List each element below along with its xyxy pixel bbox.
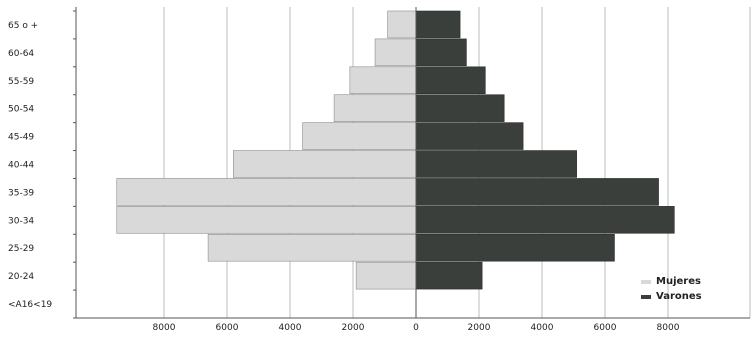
bar-mujeres-45-49 — [302, 122, 417, 150]
legend-label-mujeres: Mujeres — [656, 276, 701, 287]
x-tick-label-6: 4000 — [531, 323, 554, 333]
legend-swatch-varones — [641, 295, 651, 299]
bar-varones-45-49 — [415, 122, 524, 150]
bar-mujeres-40-44 — [233, 150, 417, 178]
bar-varones-60-64 — [415, 38, 467, 67]
tick-labels: 8000 6000 4000 2000 0 2000 4000 6000 8000 65 o + 6… — [8, 21, 680, 333]
legend-swatch-mujeres — [641, 280, 651, 284]
y-tick-label-3: 50-54 — [8, 105, 34, 115]
x-tick-label-5: 2000 — [468, 323, 491, 333]
bar-varones-35-39 — [415, 178, 659, 206]
bar-mujeres-30-34 — [116, 206, 417, 234]
bar-varones-50-54 — [415, 94, 505, 122]
x-tick-label-0: 8000 — [153, 323, 176, 333]
x-tick-label-7: 6000 — [594, 323, 617, 333]
bar-varones-55-59 — [415, 66, 486, 95]
bar-mujeres-65 o + — [387, 10, 417, 39]
y-tick-label-8: 25-29 — [8, 244, 34, 254]
bar-varones-40-44 — [415, 150, 577, 178]
y-tick-label-9: 20-24 — [8, 272, 34, 282]
y-tick-label-6: 35-39 — [8, 188, 34, 198]
y-tick-label-5: 40-44 — [8, 161, 34, 171]
y-tick-label-2: 55-59 — [8, 77, 34, 87]
x-tick-label-1: 6000 — [216, 323, 239, 333]
bars — [116, 10, 675, 290]
y-tick-label-4: 45-49 — [8, 133, 34, 143]
bar-mujeres-25-29 — [207, 233, 417, 262]
bar-varones-30-34 — [415, 206, 675, 234]
legend: Mujeres Varones — [641, 276, 702, 302]
bar-mujeres-35-39 — [116, 178, 417, 206]
bar-varones-65 o + — [415, 10, 461, 39]
bar-varones-20-24 — [415, 261, 483, 290]
legend-label-varones: Varones — [656, 291, 702, 302]
axes — [73, 7, 750, 319]
y-tick-label-10: <A16<19 — [8, 300, 52, 310]
x-tick-label-8: 8000 — [657, 323, 680, 333]
bar-varones-25-29 — [415, 233, 615, 262]
y-tick-label-1: 60-64 — [8, 49, 34, 59]
y-tick-label-7: 30-34 — [8, 216, 34, 226]
bar-mujeres-55-59 — [349, 66, 417, 95]
bar-mujeres-60-64 — [374, 38, 417, 67]
x-tick-label-4: 0 — [413, 323, 419, 333]
x-tick-label-3: 2000 — [342, 323, 365, 333]
bar-mujeres-20-24 — [355, 261, 417, 290]
bar-mujeres-50-54 — [333, 94, 417, 122]
x-tick-label-2: 4000 — [279, 323, 302, 333]
y-tick-label-0: 65 o + — [8, 21, 38, 31]
